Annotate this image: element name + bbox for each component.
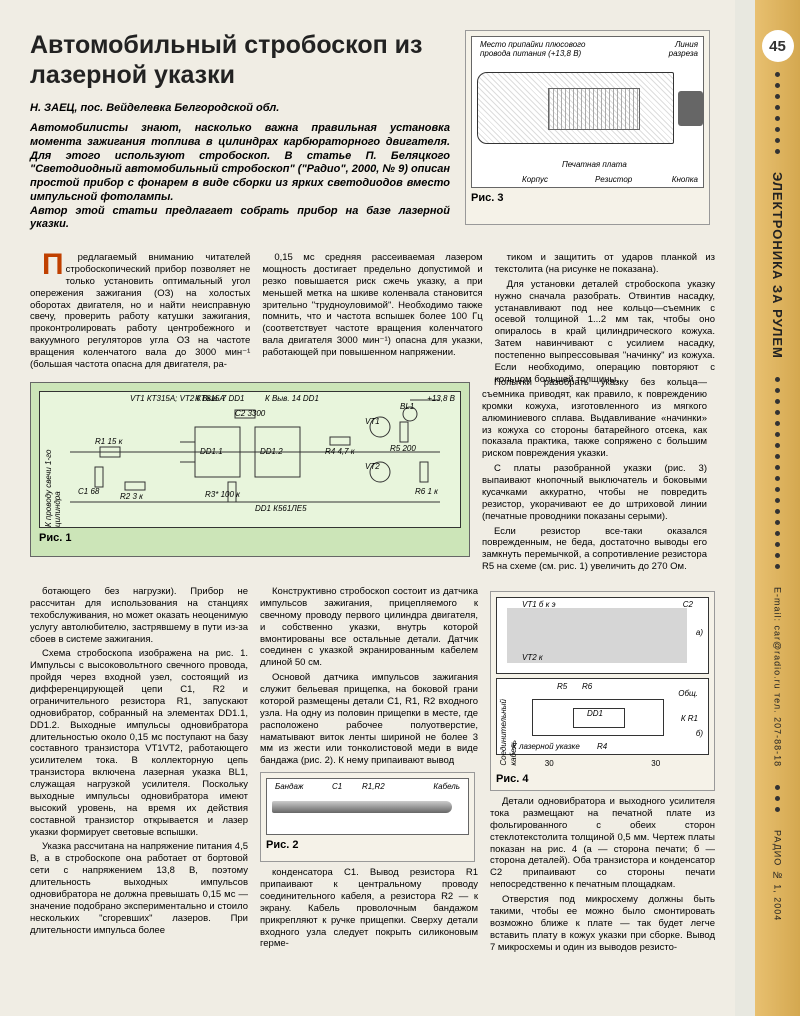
fig2-ann3: R1,R2 bbox=[362, 782, 385, 792]
fig4-c2: C2 bbox=[683, 600, 693, 610]
p1c5: Если резистор все-таки оказался поврежде… bbox=[482, 526, 707, 574]
p1c1: тиком и защитить от ударов планкой из те… bbox=[495, 252, 715, 276]
col3-mid: Попытки разобрать указку без кольца—съем… bbox=[482, 377, 707, 576]
fig4-out: Общ. bbox=[678, 689, 698, 699]
fig1-r2: R2 3 к bbox=[120, 492, 143, 501]
p2b2: Основой датчика импульсов зажигания служ… bbox=[260, 672, 478, 767]
fig1-c1: C1 68 bbox=[78, 487, 99, 496]
article-lead: Автомобилисты знают, насколько важна пра… bbox=[30, 122, 450, 232]
fig1-in: К проводу свечи 1-го цилиндра bbox=[44, 432, 62, 527]
fig1-vt1b: VT1 bbox=[365, 417, 380, 426]
fig1-r3: R3* 100 к bbox=[205, 490, 240, 499]
fig4-vt2: VT2 к bbox=[522, 653, 543, 663]
section-name: ЭЛЕКТРОНИКА ЗА РУЛЕМ bbox=[770, 172, 785, 359]
fig3-ann-resistor: Резистор bbox=[595, 175, 632, 184]
fig4-r5: R5 bbox=[557, 682, 567, 692]
col2-top: 0,15 мс средняя рассеиваемая лазером мощ… bbox=[262, 252, 482, 377]
fig2-ann1: Бандаж bbox=[275, 782, 303, 792]
p1c4: С платы разобранной указки (рис. 3) выпа… bbox=[482, 463, 707, 522]
figure-2: Бандаж C1 R1,R2 Кабель Рис. 2 bbox=[260, 772, 475, 862]
fig4-vt1: VT1 б к э bbox=[522, 600, 556, 610]
p2a1: ботающего без нагрузки). Прибор не рассч… bbox=[30, 586, 248, 645]
fig1-out14: К Выв. 14 DD1 bbox=[265, 394, 319, 403]
fig1-dd1: DD1 К561ЛЕ5 bbox=[255, 504, 307, 513]
col2-bottom: Конструктивно стробоскоп состоит из датч… bbox=[260, 586, 478, 956]
page-sidebar: 45 ЭЛЕКТРОНИКА ЗА РУЛЕМ E-mail: car@radi… bbox=[755, 0, 800, 1016]
fig4-r4: R4 bbox=[597, 742, 607, 752]
fig2-ann4: Кабель bbox=[433, 782, 460, 792]
fig4-dim1: 30 bbox=[545, 759, 554, 769]
p2b3: конденсатора C1. Вывод резистора R1 прип… bbox=[260, 867, 478, 950]
fig4-r6: R6 bbox=[582, 682, 592, 692]
fig3-ann-cut: Линия разреза bbox=[658, 40, 698, 58]
article-author: Н. ЗАЕЦ, пос. Вейделевка Белгородской об… bbox=[30, 102, 450, 114]
fig4-kr1: К R1 bbox=[681, 714, 698, 724]
fig3-label: Рис. 3 bbox=[471, 192, 704, 204]
p1b: 0,15 мс средняя рассеиваемая лазером мощ… bbox=[262, 252, 482, 359]
fig3-ann-pcb: Печатная плата bbox=[562, 160, 627, 169]
p1c2: Для установки деталей стробоскопа указку… bbox=[495, 279, 715, 386]
fig1-r5: R5 200 bbox=[390, 444, 416, 453]
fig1-bl1: BL1 bbox=[400, 402, 414, 411]
fig1-label: Рис. 1 bbox=[39, 532, 461, 544]
figure-3: Место припайки плюсового провода питания… bbox=[465, 30, 710, 225]
p2b1: Конструктивно стробоскоп состоит из датч… bbox=[260, 586, 478, 669]
col1-bottom: ботающего без нагрузки). Прибор не рассч… bbox=[30, 586, 248, 956]
fig1-c2: C2 3300 bbox=[235, 409, 265, 418]
fig4-a: а) bbox=[696, 628, 703, 638]
figure-4: VT1 б к э C2 VT2 к а) Соединительный каб… bbox=[490, 591, 715, 791]
fig1-out7: К Выв. 7 DD1 bbox=[195, 394, 244, 403]
col3-top: тиком и защитить от ударов планкой из те… bbox=[495, 252, 715, 377]
fig1-vt2b: VT2 bbox=[365, 462, 380, 471]
page-number: 45 bbox=[762, 30, 794, 62]
figure-1: К проводу свечи 1-го цилиндра VT1 КТ315А… bbox=[30, 382, 470, 557]
p2a3: Указка рассчитана на напряжение питания … bbox=[30, 841, 248, 936]
col3-bottom: VT1 б к э C2 VT2 к а) Соединительный каб… bbox=[490, 586, 715, 956]
fig1-dd11: DD1.1 bbox=[200, 447, 223, 456]
p1c3: Попытки разобрать указку без кольца—съем… bbox=[482, 377, 707, 460]
fig1-r4: R4 4,7 к bbox=[325, 447, 355, 456]
fig1-dd12: DD1.2 bbox=[260, 447, 283, 456]
p2c2: Отверстия под микросхему должны быть так… bbox=[490, 894, 715, 953]
fig4-laser: К лазерной указке bbox=[512, 742, 580, 752]
fig4-dim2: 30 bbox=[651, 759, 660, 769]
fig3-ann-button: Кнопка bbox=[672, 175, 698, 184]
fig3-ann-power: Место припайки плюсового провода питания… bbox=[480, 40, 595, 58]
col1-top: Предлагаемый вниманию читателей стробоск… bbox=[30, 252, 250, 377]
fig1-r1: R1 15 к bbox=[95, 437, 122, 446]
fig2-ann2: C1 bbox=[332, 782, 342, 792]
fig4-b: б) bbox=[696, 729, 703, 739]
p2a2: Схема стробоскопа изображена на рис. 1. … bbox=[30, 648, 248, 838]
issue-info: РАДИО № 1, 2004 bbox=[773, 830, 783, 921]
header-block: Автомобильный стробоскоп из лазерной ука… bbox=[30, 30, 450, 242]
contact-info: E-mail: car@radio.ru тел. 207-88-18 bbox=[773, 587, 783, 767]
fig1-r6: R6 1 к bbox=[415, 487, 438, 496]
fig2-label: Рис. 2 bbox=[266, 839, 469, 853]
fig1-vcc: +13,8 В bbox=[427, 394, 455, 403]
fig4-side: Соединительный кабель bbox=[499, 699, 519, 766]
article-title: Автомобильный стробоскоп из лазерной ука… bbox=[30, 30, 450, 90]
fig3-ann-body: Корпус bbox=[522, 175, 548, 184]
p2c1: Детали одновибратора и выходного усилите… bbox=[490, 796, 715, 891]
fig4-label: Рис. 4 bbox=[496, 773, 709, 787]
